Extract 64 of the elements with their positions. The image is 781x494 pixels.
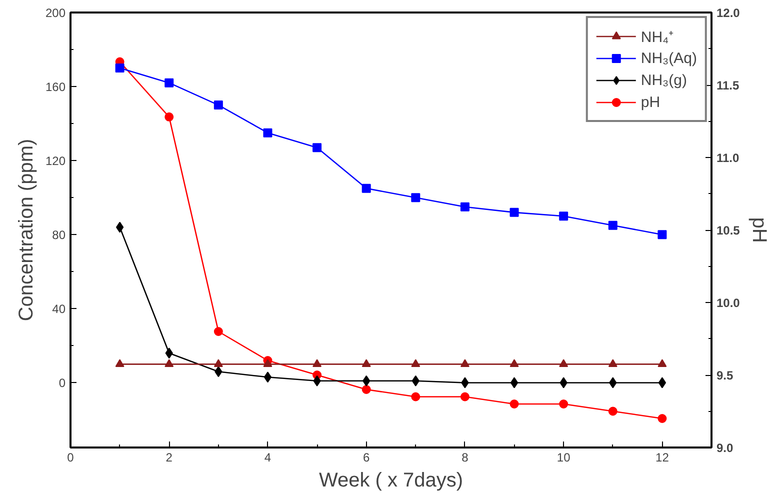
point — [559, 359, 568, 368]
point — [362, 385, 371, 394]
point — [362, 184, 371, 193]
point — [658, 359, 667, 368]
x-tick-label: 12 — [656, 450, 670, 464]
y2-tick-label: 11.0 — [716, 151, 740, 165]
y-tick-label: 40 — [52, 302, 66, 316]
legend-label: NH₃(g) — [640, 72, 687, 88]
x-tick-label: 0 — [67, 450, 74, 464]
point — [264, 372, 272, 383]
x-tick-label: 6 — [363, 450, 370, 464]
point — [460, 359, 470, 368]
point — [510, 400, 519, 408]
point — [214, 327, 223, 336]
point — [510, 208, 519, 217]
point — [263, 359, 272, 368]
point — [312, 143, 322, 152]
point — [510, 377, 518, 388]
y-tick-label: 160 — [45, 80, 66, 94]
y2-tick-label: 10.5 — [716, 224, 740, 238]
point — [362, 359, 371, 368]
point — [608, 406, 618, 416]
point — [658, 377, 666, 388]
x-tick-label: 4 — [264, 450, 272, 464]
x-tick-label: 2 — [166, 450, 173, 464]
point — [312, 359, 322, 368]
y-tick-label: 120 — [45, 154, 66, 168]
y2-tick-label: 11.5 — [716, 78, 740, 92]
point — [559, 212, 568, 221]
point — [411, 359, 420, 368]
y-tick-label: 80 — [52, 228, 66, 242]
y-axis-title: Concentration (ppm) — [15, 138, 38, 322]
point — [214, 100, 223, 110]
point — [115, 64, 124, 73]
point — [460, 392, 470, 402]
y2-tick-label: 9.5 — [716, 368, 734, 382]
y2-tick-label: 9.0 — [716, 441, 734, 455]
legend-label: NH₄⁺ — [640, 28, 674, 46]
point — [559, 400, 568, 408]
point — [115, 359, 124, 368]
y-tick-label: 200 — [45, 6, 66, 20]
y2-axis-title: pH — [748, 217, 770, 243]
y-tick-label: 0 — [58, 376, 66, 390]
point — [164, 78, 174, 88]
point — [411, 193, 420, 202]
point — [460, 202, 470, 212]
legend-label: NH₃(Aq) — [640, 50, 697, 66]
x-tick-label: 8 — [462, 450, 469, 464]
point — [658, 230, 667, 240]
legend-label: pH — [640, 94, 661, 110]
y2-tick-label: 12.0 — [716, 6, 740, 20]
point — [608, 359, 618, 368]
x-tick-label: 10 — [556, 450, 571, 464]
point — [164, 112, 174, 122]
point — [214, 359, 223, 368]
point — [116, 222, 124, 233]
x-axis-title: Week ( x 7days) — [318, 470, 464, 492]
point — [411, 392, 420, 402]
point — [658, 414, 667, 423]
point — [510, 359, 519, 368]
point — [164, 359, 174, 368]
point — [263, 128, 272, 138]
point — [608, 220, 618, 230]
y2-tick-label: 10.0 — [716, 296, 740, 310]
